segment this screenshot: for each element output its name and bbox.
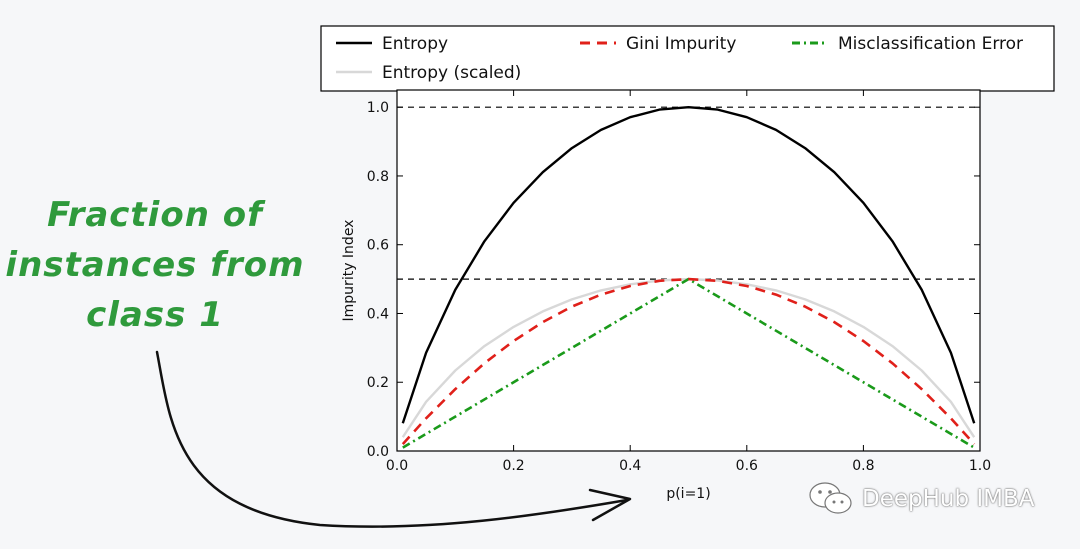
plot-area bbox=[396, 89, 981, 452]
legend-label: Gini Impurity bbox=[626, 34, 736, 54]
x-tick-label: 0.4 bbox=[619, 458, 641, 474]
annotation-text: Fraction of instances from class 1 bbox=[0, 190, 310, 340]
series-line-entropy bbox=[401, 106, 976, 424]
legend-box bbox=[320, 25, 1055, 92]
y-tick-label: 0.6 bbox=[367, 238, 389, 254]
plot-frame bbox=[396, 89, 981, 452]
axis-labels: p(i=1) Impurity Index bbox=[341, 220, 711, 502]
y-tick-label: 0.0 bbox=[367, 444, 389, 460]
legend-label: Entropy (scaled) bbox=[382, 63, 521, 83]
y-tick-label: 0.4 bbox=[367, 306, 389, 322]
x-tick-label: 0.6 bbox=[736, 458, 758, 474]
x-axis-label: p(i=1) bbox=[666, 486, 710, 502]
y-axis-label: Impurity Index bbox=[341, 220, 357, 322]
legend-label: Misclassification Error bbox=[838, 34, 1023, 54]
annotation-arrowhead bbox=[588, 488, 632, 522]
y-tick-label: 0.2 bbox=[367, 375, 389, 391]
annotation-line-1: Fraction of bbox=[47, 195, 263, 235]
watermark-text: DeepHub IMBA bbox=[862, 486, 1035, 512]
x-tick-label: 1.0 bbox=[969, 458, 991, 474]
axis-ticks: 0.0 0.2 0.4 0.6 0.8 1.0 0.0 0.2 0.4 0.6 0.8 1.0 bbox=[367, 90, 991, 474]
legend: Entropy Gini Impurity Misclassification Er… bbox=[320, 25, 1055, 92]
x-tick-label: 0.8 bbox=[852, 458, 874, 474]
legend-label: Entropy bbox=[382, 34, 448, 54]
y-tick-label: 1.0 bbox=[367, 100, 389, 116]
wechat-icon bbox=[809, 482, 852, 514]
annotation-arrow bbox=[155, 350, 629, 528]
annotation-line-2: instances from bbox=[5, 245, 305, 285]
annotation-line-3: class 1 bbox=[86, 295, 224, 335]
series-line-gini-impurity bbox=[401, 277, 976, 445]
x-tick-label: 0.0 bbox=[386, 458, 408, 474]
watermark: DeepHub IMBA bbox=[808, 481, 1035, 517]
x-tick-label: 0.2 bbox=[502, 458, 524, 474]
y-tick-label: 0.8 bbox=[367, 169, 389, 185]
series-lines bbox=[401, 106, 976, 449]
